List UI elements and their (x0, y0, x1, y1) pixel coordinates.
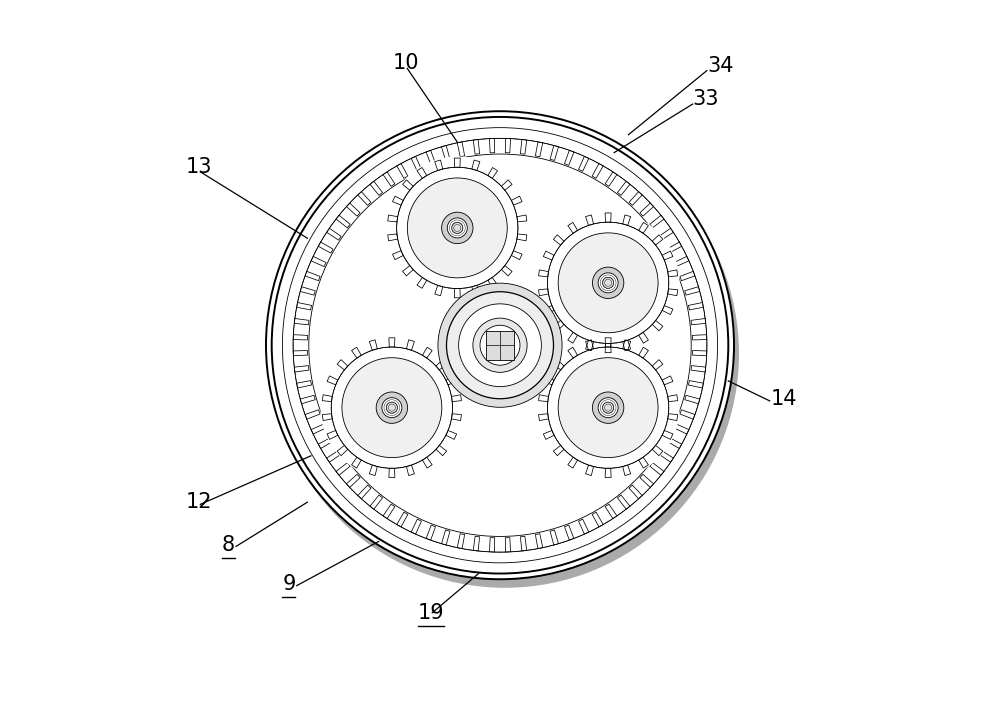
Circle shape (452, 222, 463, 234)
Circle shape (321, 336, 463, 479)
Circle shape (603, 278, 614, 288)
Circle shape (480, 325, 520, 365)
Circle shape (342, 358, 442, 457)
Circle shape (444, 215, 470, 241)
Text: 12: 12 (186, 493, 213, 512)
Text: 14: 14 (771, 389, 798, 408)
Circle shape (376, 392, 408, 423)
Circle shape (595, 270, 621, 296)
Circle shape (407, 178, 507, 278)
Circle shape (266, 111, 734, 580)
Text: 33: 33 (693, 89, 719, 109)
Text: 8: 8 (222, 535, 235, 555)
Text: 10: 10 (393, 53, 419, 73)
Polygon shape (486, 331, 514, 360)
Polygon shape (539, 275, 594, 335)
Circle shape (598, 398, 618, 418)
Text: 19: 19 (418, 603, 445, 623)
Circle shape (446, 292, 554, 399)
Circle shape (442, 212, 473, 244)
Polygon shape (539, 355, 594, 415)
Circle shape (558, 358, 658, 457)
Circle shape (382, 398, 402, 418)
Circle shape (603, 402, 614, 413)
Circle shape (386, 402, 397, 413)
Circle shape (558, 233, 658, 333)
Text: 9: 9 (282, 574, 296, 594)
Circle shape (438, 283, 562, 407)
Circle shape (473, 318, 527, 372)
Circle shape (592, 267, 624, 298)
Circle shape (537, 211, 679, 354)
Circle shape (537, 336, 679, 479)
Circle shape (379, 395, 405, 421)
Circle shape (386, 157, 529, 299)
Polygon shape (443, 249, 501, 299)
Circle shape (459, 304, 541, 387)
Circle shape (310, 155, 690, 535)
Circle shape (595, 395, 621, 421)
Text: 34: 34 (707, 55, 733, 75)
Circle shape (592, 392, 624, 423)
Circle shape (271, 120, 739, 588)
Circle shape (447, 218, 467, 238)
Polygon shape (406, 355, 461, 415)
Text: 13: 13 (186, 157, 213, 177)
Circle shape (598, 273, 618, 293)
